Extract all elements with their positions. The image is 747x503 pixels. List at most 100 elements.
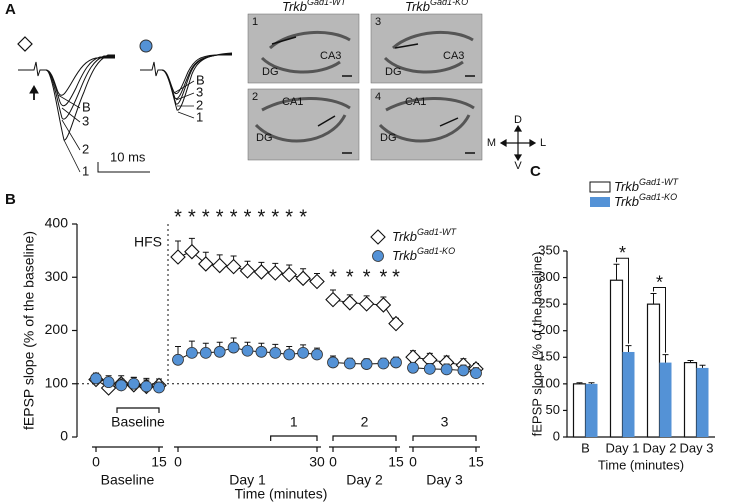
error-bar bbox=[650, 293, 657, 305]
marker bbox=[102, 376, 115, 389]
legend-swatch bbox=[590, 197, 610, 207]
name-main: Trkb bbox=[392, 229, 417, 244]
wt-symbol bbox=[17, 36, 33, 52]
significance: * bbox=[346, 266, 354, 288]
marker bbox=[227, 341, 240, 354]
region-label: CA1 bbox=[282, 96, 303, 108]
y-tick-label: 100 bbox=[45, 374, 69, 390]
period-label: 3 bbox=[441, 414, 449, 430]
x-tick-label: 0 bbox=[329, 454, 337, 470]
trace-label: 2 bbox=[82, 141, 89, 156]
significance-bracket bbox=[653, 287, 666, 353]
marker bbox=[255, 345, 268, 358]
x-group-label: Day 3 bbox=[426, 472, 463, 488]
significance: * bbox=[656, 272, 663, 292]
marker bbox=[115, 379, 128, 392]
panel-label: A bbox=[5, 1, 16, 18]
x-tick-label: Day 2 bbox=[643, 440, 677, 455]
significance: * bbox=[174, 206, 182, 228]
x-tick-label: 15 bbox=[151, 454, 167, 470]
trace-label: 2 bbox=[196, 97, 203, 112]
x-label: Time (minutes) bbox=[598, 457, 684, 472]
y-tick-label: 0 bbox=[553, 428, 560, 443]
y-tick-label: 250 bbox=[538, 296, 560, 311]
y-tick-label: 100 bbox=[538, 375, 560, 390]
name: TrkbGad1-KO bbox=[614, 192, 677, 209]
annotation: HFS bbox=[134, 234, 162, 250]
marker bbox=[360, 358, 373, 370]
name-sup: Gad1-WT bbox=[639, 177, 680, 187]
bar bbox=[609, 279, 624, 438]
marker bbox=[377, 357, 390, 370]
marker bbox=[153, 381, 165, 394]
bar bbox=[622, 351, 635, 437]
y-label: fEPSP slope (% of the baseline) bbox=[21, 231, 37, 430]
marker bbox=[253, 264, 270, 280]
x-tick-label: 0 bbox=[409, 454, 417, 470]
marker bbox=[225, 258, 242, 275]
error-bar bbox=[687, 359, 694, 363]
y-tick-label: 0 bbox=[60, 428, 68, 444]
significance: * bbox=[244, 206, 252, 228]
compass-label: M bbox=[487, 137, 496, 149]
y-tick-label: 350 bbox=[538, 242, 560, 257]
compass bbox=[499, 124, 537, 162]
name-sup: Gad1-KO bbox=[430, 0, 468, 7]
bar bbox=[585, 383, 598, 437]
bar bbox=[696, 367, 709, 437]
marker bbox=[372, 250, 384, 262]
significance: * bbox=[363, 266, 371, 288]
marker bbox=[470, 367, 482, 380]
error-bar bbox=[662, 354, 669, 363]
compass-label: V bbox=[514, 160, 522, 172]
significance: * bbox=[329, 266, 337, 288]
marker bbox=[327, 356, 339, 369]
image-number: 1 bbox=[252, 16, 258, 28]
y-tick-label: 300 bbox=[538, 269, 560, 284]
error-bar bbox=[699, 364, 706, 368]
y-tick-label: 50 bbox=[546, 402, 560, 417]
marker bbox=[267, 265, 284, 281]
marker bbox=[239, 263, 256, 279]
name: TrkbGad1-WT bbox=[392, 227, 458, 244]
name-main: Trkb bbox=[282, 0, 307, 14]
significance: * bbox=[202, 206, 210, 228]
name-sup: Gad1-KO bbox=[639, 192, 677, 202]
panel-label: C bbox=[530, 163, 541, 180]
region-label: CA1 bbox=[405, 96, 426, 108]
compass-label: L bbox=[540, 137, 546, 149]
marker bbox=[325, 291, 341, 308]
marker bbox=[213, 345, 226, 358]
y-tick-label: 300 bbox=[45, 268, 69, 284]
significance: * bbox=[258, 206, 266, 228]
marker bbox=[311, 348, 323, 361]
region-label: DG bbox=[380, 132, 397, 144]
name-sup: Gad1-WT bbox=[307, 0, 348, 7]
marker bbox=[184, 243, 200, 260]
trace-label: B bbox=[196, 72, 205, 87]
region-label: DG bbox=[256, 132, 273, 144]
scale-bar bbox=[97, 162, 150, 173]
arrows bbox=[271, 36, 459, 127]
name: TrkbGad1-WT bbox=[614, 177, 680, 194]
x-tick-label: Day 3 bbox=[680, 440, 714, 455]
significance: * bbox=[619, 243, 626, 263]
period-bracket bbox=[412, 435, 477, 441]
marker bbox=[211, 257, 228, 274]
marker bbox=[172, 353, 184, 366]
marker bbox=[390, 356, 402, 369]
marker bbox=[370, 229, 386, 245]
significance: * bbox=[392, 266, 400, 288]
marker bbox=[140, 380, 153, 393]
x-tick-label: 30 bbox=[309, 454, 325, 470]
marker bbox=[297, 346, 310, 359]
bar bbox=[572, 383, 587, 438]
marker bbox=[127, 377, 140, 390]
significance: * bbox=[188, 206, 196, 228]
significance: * bbox=[299, 206, 307, 228]
x-tick-label: 15 bbox=[468, 454, 484, 470]
marker bbox=[269, 346, 282, 359]
name-main: Trkb bbox=[392, 248, 417, 263]
marker bbox=[358, 296, 375, 312]
